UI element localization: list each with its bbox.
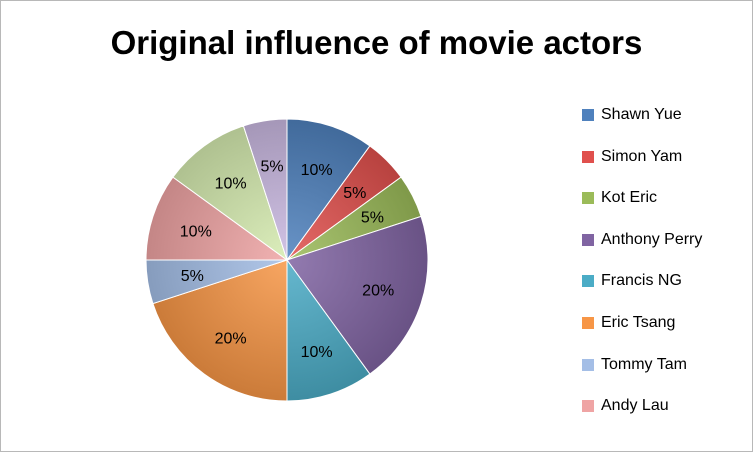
legend-item: Tommy Tam xyxy=(582,354,687,376)
slice-data-label: 10% xyxy=(180,223,212,240)
slice-data-label: 20% xyxy=(362,283,394,300)
legend-item: Anthony Perry xyxy=(582,229,702,251)
slice-data-label: 5% xyxy=(343,185,366,202)
legend-label: Simon Yam xyxy=(601,147,683,165)
pie-slices xyxy=(145,118,429,402)
legend-label: Kot Eric xyxy=(601,189,658,207)
chart-title: Original influence of movie actors xyxy=(110,24,643,61)
legend-item: Simon Yam xyxy=(582,146,682,168)
legend-label: Tommy Tam xyxy=(601,355,687,373)
legend-label: Anthony Perry xyxy=(601,230,703,248)
legend-label: Eric Tsang xyxy=(601,314,676,331)
legend-label: Andy Lau xyxy=(601,397,669,415)
legend-item: Shawn Yue xyxy=(582,104,682,126)
pie-slice-andy-lau xyxy=(145,176,289,261)
legend-swatch xyxy=(582,275,594,288)
legend-item: Eric Tsang xyxy=(582,312,675,334)
legend-label: Shawn Yue xyxy=(601,106,682,123)
legend-swatch xyxy=(582,192,594,205)
slice-data-label: 10% xyxy=(301,344,333,361)
legend-swatch xyxy=(582,358,594,371)
slice-data-label: 20% xyxy=(215,331,247,348)
slice-data-label: 10% xyxy=(215,175,247,192)
legend-swatch xyxy=(582,400,594,413)
legend-item: Andy Lau xyxy=(582,395,669,417)
legend-swatch xyxy=(582,109,594,121)
legend-label: Francis NG xyxy=(601,272,682,290)
pie-slice-unlabeled-9 xyxy=(242,118,288,261)
pie-labels: 10% 5% 5% 20% 10% 20% 5% 10% 10% 5% xyxy=(180,158,394,361)
legend-item: Francis NG xyxy=(582,270,682,292)
pie-slice-anthony-perry xyxy=(286,215,429,375)
pie-slice-unlabeled-8 xyxy=(172,125,288,262)
pie-slice-eric-tsang xyxy=(152,259,288,402)
pie-slice-shawn-yue xyxy=(286,118,371,262)
legend-swatch xyxy=(582,317,594,329)
legend-swatch xyxy=(582,233,594,246)
legend-swatch xyxy=(582,150,594,163)
slice-data-label: 5% xyxy=(181,268,204,285)
pie-slice-francis-ng xyxy=(286,258,371,402)
slice-data-label: 10% xyxy=(301,162,333,179)
legend-item: Kot Eric xyxy=(582,187,657,209)
slice-data-label: 5% xyxy=(361,210,384,227)
slice-data-label: 5% xyxy=(260,158,283,175)
